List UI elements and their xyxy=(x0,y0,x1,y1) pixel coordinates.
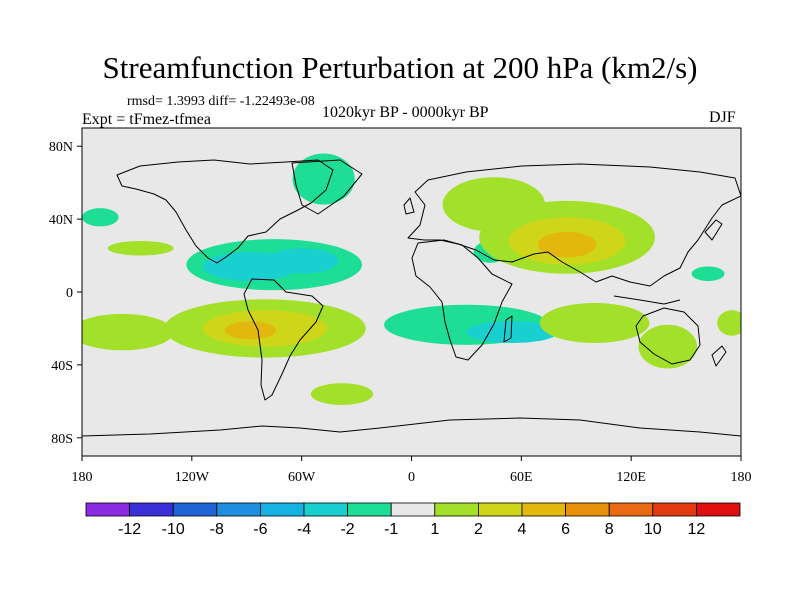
anomaly-patch xyxy=(107,240,174,256)
colorbar: -12 -10 -8 -6 -4 -2 -1 1 2 4 6 8 10 12 xyxy=(85,502,741,538)
colorbar-label: 6 xyxy=(561,521,570,538)
period-label: 1020kyr BP - 0000kyr BP xyxy=(322,104,489,121)
africa-coast xyxy=(411,239,513,361)
x-tick-label: 120W xyxy=(175,470,210,485)
chart-title: Streamfunction Perturbation at 200 hPa (… xyxy=(102,50,698,85)
anomaly-patch xyxy=(310,383,374,405)
colorbar-label: -12 xyxy=(118,521,141,538)
anomaly-patch xyxy=(82,313,174,351)
anomaly-patch xyxy=(224,321,277,340)
colorbar-swatch xyxy=(565,502,610,517)
anomaly-patch xyxy=(82,208,119,227)
colorbar-swatch xyxy=(434,502,479,517)
anomaly-patch xyxy=(638,324,698,369)
colorbar-swatch xyxy=(347,502,392,517)
colorbar-swatch xyxy=(259,502,305,517)
experiment-label: Expt = tFmez-tfmea xyxy=(82,111,211,128)
uk-coast xyxy=(403,197,415,215)
colorbar-swatch xyxy=(696,502,741,517)
anomaly-patch xyxy=(539,302,650,344)
x-tick-label: 180 xyxy=(731,470,752,485)
colorbar-label: -2 xyxy=(340,521,354,538)
map-background xyxy=(82,128,741,456)
axis-ticks: 180 120W 60W 0 60E 120E 180 80N 40N 0 40S 80S xyxy=(49,140,752,485)
antarctica-coast xyxy=(82,417,741,437)
season-label: DJF xyxy=(709,109,736,126)
colorbar-label: 12 xyxy=(688,521,706,538)
colorbar-label: -8 xyxy=(210,521,224,538)
colorbar-label: 10 xyxy=(644,521,662,538)
colorbar-label: -6 xyxy=(253,521,267,538)
colorbar-label: -4 xyxy=(297,521,311,538)
x-tick-label: 60E xyxy=(510,470,533,485)
madagascar-coast xyxy=(503,315,513,343)
colorbar-swatch xyxy=(477,502,523,517)
anomaly-patch xyxy=(466,321,558,344)
anomaly-patch xyxy=(537,231,597,258)
greenland-coast xyxy=(291,159,363,215)
europe-asia-coast xyxy=(407,163,741,287)
japan-coast xyxy=(704,219,723,241)
anomaly-field xyxy=(82,153,741,405)
colorbar-swatch xyxy=(303,502,348,517)
y-tick-label: 80N xyxy=(49,140,73,155)
colorbar-swatch xyxy=(390,502,436,517)
south-america-coast xyxy=(243,278,324,401)
colorbar-label: 8 xyxy=(605,521,614,538)
y-tick-label: 40N xyxy=(49,213,73,228)
stats-line: rmsd= 1.3993 diff= -1.22493e-08 xyxy=(127,94,315,109)
anomaly-patch xyxy=(691,266,725,282)
indonesia-coast xyxy=(613,295,681,305)
map-area xyxy=(82,128,741,456)
colorbar-swatch xyxy=(85,502,130,517)
x-tick-label: 180 xyxy=(72,470,93,485)
new-zealand-coast xyxy=(711,345,727,367)
anomaly-patch xyxy=(292,153,355,205)
x-tick-label: 60W xyxy=(288,470,316,485)
y-tick-label: 40S xyxy=(51,359,73,374)
x-tick-label: 120E xyxy=(616,470,646,485)
colorbar-swatch xyxy=(129,502,174,517)
colorbar-swatch xyxy=(521,502,566,517)
y-tick-label: 80S xyxy=(51,432,73,447)
x-tick-label: 0 xyxy=(408,470,415,485)
coastlines xyxy=(82,159,741,437)
colorbar-label: -1 xyxy=(384,521,398,538)
colorbar-label: 4 xyxy=(518,521,527,538)
colorbar-swatch xyxy=(172,502,218,517)
colorbar-label: 2 xyxy=(474,521,483,538)
anomaly-patch xyxy=(717,310,741,336)
y-tick-label: 0 xyxy=(66,286,73,301)
anomaly-patch xyxy=(265,248,339,274)
colorbar-label: -10 xyxy=(162,521,185,538)
colorbar-label: 1 xyxy=(430,521,439,538)
australia-coast xyxy=(635,307,701,365)
colorbar-swatch xyxy=(216,502,261,517)
colorbar-swatch xyxy=(608,502,654,517)
colorbar-swatch xyxy=(652,502,697,517)
north-america-coast xyxy=(116,159,334,264)
